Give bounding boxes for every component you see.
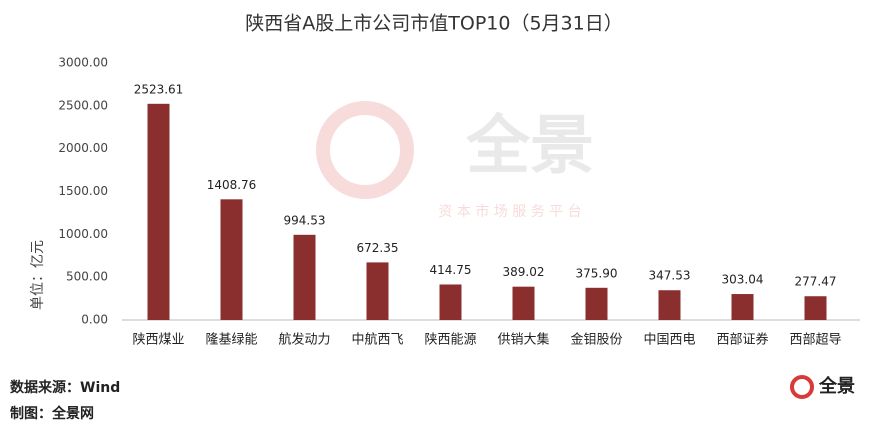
bar (220, 199, 243, 320)
value-label: 672.35 (357, 241, 399, 255)
y-tick-label: 1000.00 (58, 227, 108, 241)
x-tick-label: 隆基绿能 (205, 333, 257, 348)
bar (658, 290, 681, 320)
x-tick-label: 陕西能源 (424, 333, 476, 348)
x-tick-label: 航发动力 (278, 332, 330, 348)
bar (585, 287, 608, 320)
x-tick-label: 中国西电 (643, 333, 695, 348)
y-tick-label: 3000.00 (58, 56, 108, 70)
value-label: 994.53 (284, 213, 326, 227)
chart-title: 陕西省A股上市公司市值TOP10（5月31日） (245, 13, 622, 35)
y-tick-label: 0.00 (81, 313, 108, 327)
value-label: 389.02 (503, 265, 545, 279)
credit: 制图：全景网 (10, 405, 94, 422)
value-label: 303.04 (722, 273, 764, 287)
x-tick-label: 西部超导 (789, 333, 841, 348)
x-tick-label: 陕西煤业 (132, 333, 184, 348)
watermark-text: 全景 (465, 110, 594, 184)
logo-text: 全景 (818, 375, 855, 397)
y-tick-label: 1500.00 (58, 184, 108, 198)
x-tick-label: 供销大集 (497, 332, 549, 348)
y-axis-label: 单位：亿元 (30, 240, 46, 310)
y-tick-label: 500.00 (66, 270, 108, 284)
value-label: 1408.76 (207, 178, 257, 192)
value-label: 414.75 (430, 263, 472, 277)
x-tick-label: 中航西飞 (351, 332, 403, 348)
watermark-logo (316, 101, 414, 199)
value-label: 347.53 (649, 269, 691, 283)
bar (147, 103, 170, 320)
source: 数据来源：Wind (10, 379, 120, 396)
y-tick-label: 2000.00 (58, 141, 108, 155)
logo-icon (790, 375, 814, 399)
value-label: 277.47 (795, 275, 837, 289)
bar (439, 284, 462, 320)
value-label: 2523.61 (134, 82, 184, 96)
x-tick-label: 西部证券 (716, 332, 768, 348)
bar (512, 286, 535, 320)
bar (293, 234, 316, 320)
y-tick-label: 2500.00 (58, 98, 108, 112)
bar (804, 296, 827, 320)
watermark-sub: 资 本 市 场 服 务 平 台 (438, 203, 581, 220)
value-label: 375.90 (576, 266, 618, 280)
bar (366, 262, 389, 320)
bar (731, 294, 754, 320)
watermark: 全景 资 本 市 场 服 务 平 台 (316, 101, 594, 220)
x-tick-label: 金钼股份 (570, 332, 622, 348)
